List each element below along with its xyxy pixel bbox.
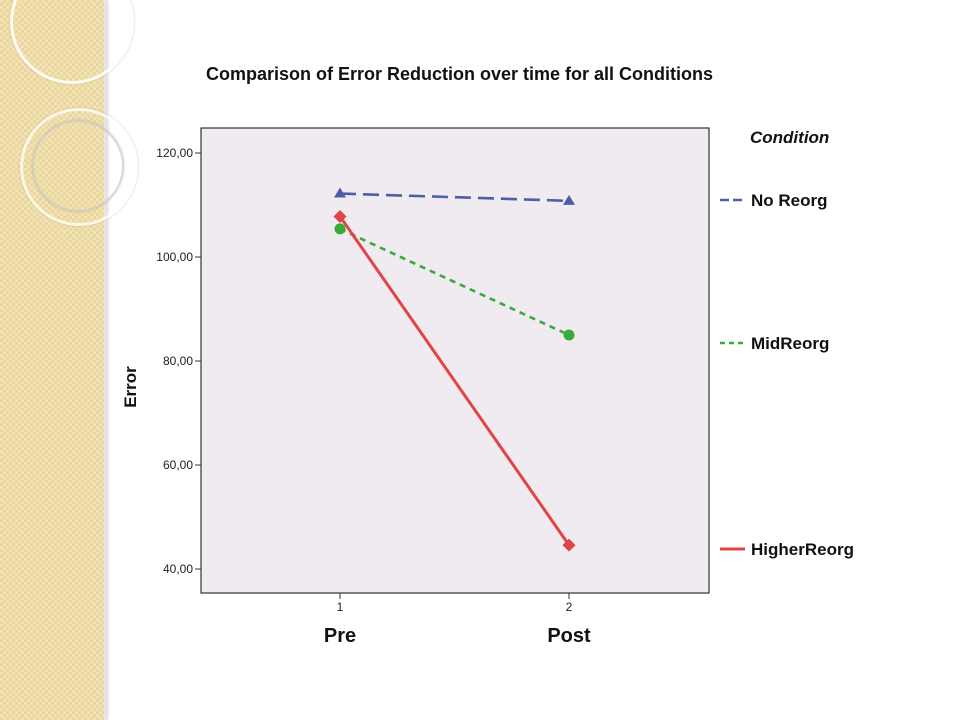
decorative-ring <box>32 120 124 212</box>
y-axis: 40,00 60,00 80,00 100,00 120,00 <box>156 146 201 576</box>
series-line-midreorg <box>339 227 570 337</box>
x-category-label: Post <box>547 625 591 647</box>
data-point-midreorg <box>334 223 346 235</box>
x-axis: 1 Pre 2 Post <box>324 593 591 647</box>
plot-area <box>200 127 710 594</box>
x-category-label: Pre <box>324 625 356 647</box>
series-line-no-reorg <box>339 192 570 203</box>
y-tick-label: 40,00 <box>163 562 193 576</box>
data-point-higherreorg <box>333 209 347 223</box>
data-point-midreorg <box>563 329 575 341</box>
chart-title: Comparison of Error Reduction over time … <box>206 64 713 84</box>
y-tick-label: 100,00 <box>156 250 193 264</box>
data-point-higherreorg <box>562 538 576 552</box>
legend-title: Condition <box>750 128 829 147</box>
decorative-side-panel <box>0 0 138 720</box>
series-no-reorg <box>334 187 575 205</box>
y-axis-label: Error <box>121 366 140 408</box>
series-line-higherreorg <box>338 215 571 546</box>
x-tick-label: 2 <box>566 600 573 614</box>
legend: No Reorg MidReorg HigherReorg <box>720 191 854 559</box>
y-tick-label: 120,00 <box>156 146 193 160</box>
legend-label-midreorg: MidReorg <box>751 334 829 353</box>
y-tick-label: 80,00 <box>163 354 193 368</box>
x-tick-label: 1 <box>337 600 344 614</box>
legend-label-no-reorg: No Reorg <box>751 191 828 210</box>
series-midreorg <box>334 223 575 341</box>
series-layer <box>333 187 576 552</box>
data-point-no-reorg <box>334 187 346 198</box>
data-point-no-reorg <box>563 194 575 205</box>
decorative-ring <box>20 108 138 226</box>
legend-label-higherreorg: HigherReorg <box>751 540 854 559</box>
y-tick-label: 60,00 <box>163 458 193 472</box>
series-higherreorg <box>333 209 576 552</box>
